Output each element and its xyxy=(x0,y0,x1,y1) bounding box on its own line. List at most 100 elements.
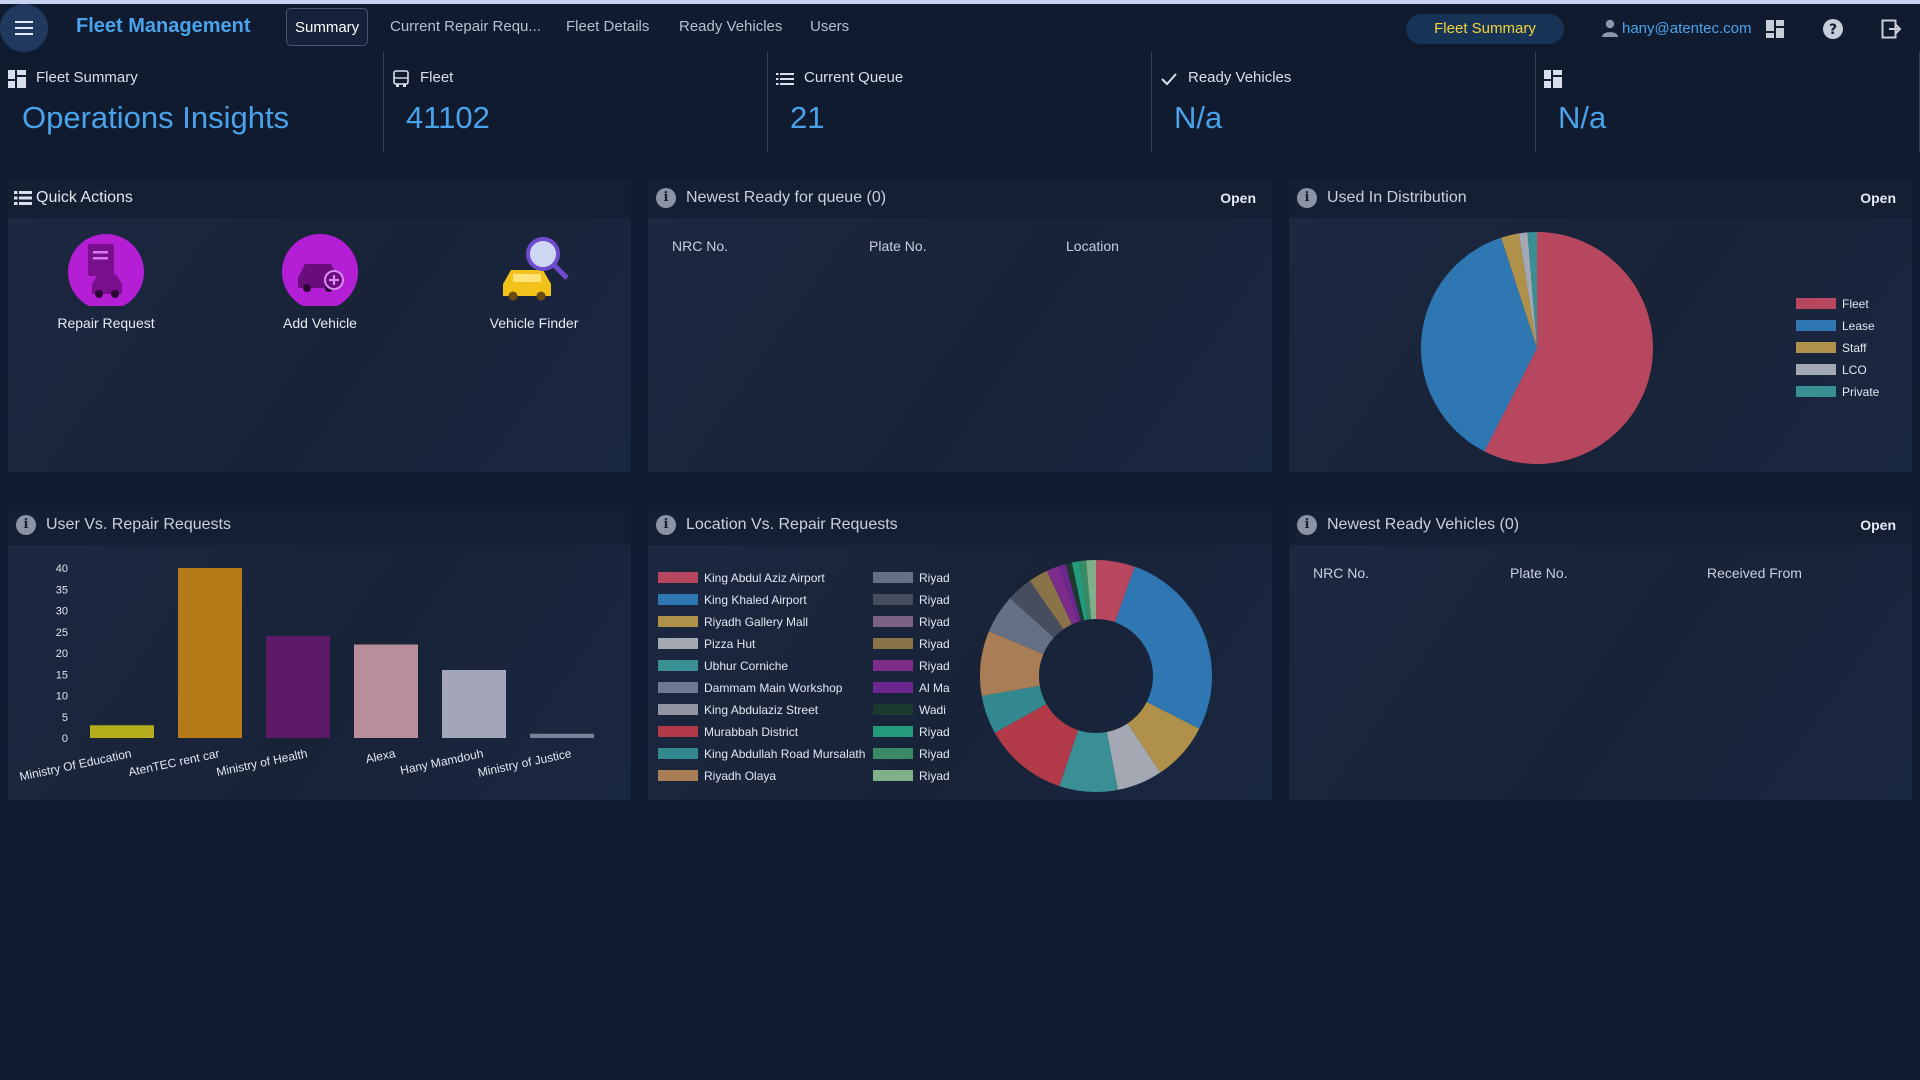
stat-label: Current Queue xyxy=(804,69,904,86)
pie-slice[interactable] xyxy=(1010,580,1064,638)
tab-summary[interactable]: Summary xyxy=(286,8,369,46)
repair-request-action[interactable]: Repair Request xyxy=(46,234,166,331)
pie-slice[interactable] xyxy=(1046,566,1078,625)
add-vehicle-icon xyxy=(282,234,358,310)
bar[interactable] xyxy=(530,733,594,738)
fleet-summary-button[interactable]: Fleet Summary xyxy=(1406,14,1564,44)
pie-slice[interactable] xyxy=(1106,723,1161,790)
panel-title: Used In Distribution xyxy=(1327,189,1467,206)
pie-slice[interactable] xyxy=(1086,560,1096,620)
legend-label: King Khaled Airport xyxy=(704,593,807,607)
legend-swatch xyxy=(1796,298,1836,309)
legend-label: Ubhur Corniche xyxy=(704,659,788,673)
bar[interactable] xyxy=(178,568,242,738)
legend-swatch xyxy=(658,726,698,737)
stat-value: 21 xyxy=(790,100,825,135)
pie-slice[interactable] xyxy=(1421,237,1537,452)
user-icon xyxy=(1602,19,1618,37)
newest-ready-queue-panel: i Newest Ready for queue (0) Open NRC No… xyxy=(648,178,1272,472)
open-link[interactable]: Open xyxy=(1860,190,1896,206)
add-vehicle-action[interactable]: Add Vehicle xyxy=(260,234,380,331)
legend-swatch xyxy=(873,638,913,649)
info-icon: i xyxy=(656,188,676,208)
panel-header: i Newest Ready for queue (0) Open xyxy=(648,178,1272,218)
stat-value: 41102 xyxy=(406,100,490,135)
bar[interactable] xyxy=(442,670,506,738)
dashboard-icon[interactable] xyxy=(1764,18,1786,40)
legend-label: Al Ma xyxy=(919,681,950,695)
newest-ready-vehicles-panel: i Newest Ready Vehicles (0) Open NRC No.… xyxy=(1289,505,1912,800)
used-in-distribution-chart: Fleet Lease Staff LCO Private xyxy=(1421,232,1880,464)
used-in-distribution-panel: i Used In Distribution Open Fleet Lease St… xyxy=(1289,178,1912,472)
legend-label: Riyad xyxy=(919,637,950,651)
pie-slice[interactable] xyxy=(981,685,1047,733)
open-link[interactable]: Open xyxy=(1220,190,1256,206)
x-tick-label: AtenTEC rent car xyxy=(127,746,221,779)
tab-ready-vehicles[interactable]: Ready Vehicles xyxy=(679,18,783,35)
pie-slice[interactable] xyxy=(994,703,1079,787)
stat-value: Operations Insights xyxy=(22,100,290,135)
pie-slice[interactable] xyxy=(1501,233,1537,348)
pie-slice[interactable] xyxy=(1484,232,1653,464)
legend-swatch xyxy=(873,594,913,605)
bar[interactable] xyxy=(90,725,154,738)
pie-slice[interactable] xyxy=(1071,561,1088,621)
panel-title: Newest Ready Vehicles (0) xyxy=(1327,516,1520,533)
action-label: Add Vehicle xyxy=(283,315,357,331)
legend-swatch xyxy=(658,616,698,627)
y-tick-label: 0 xyxy=(62,733,68,745)
vehicle-finder-action[interactable]: Vehicle Finder xyxy=(474,234,594,331)
menu-button[interactable] xyxy=(0,4,48,52)
legend-label: Murabbah District xyxy=(704,725,799,739)
y-tick-label: 30 xyxy=(56,606,68,618)
help-icon[interactable]: ? xyxy=(1822,18,1844,40)
repair-request-icon xyxy=(68,234,144,310)
info-icon: i xyxy=(16,515,36,535)
pie-slice[interactable] xyxy=(1079,560,1092,620)
panel-header: i User Vs. Repair Requests xyxy=(8,505,631,545)
legend-label: Pizza Hut xyxy=(704,637,756,651)
column-header: Plate No. xyxy=(869,238,927,254)
legend-label: Riyadh Gallery Mall xyxy=(704,615,808,629)
logout-icon[interactable] xyxy=(1880,18,1902,40)
tab-current-repair-requests[interactable]: Current Repair Requ... xyxy=(390,18,541,35)
pie-slice[interactable] xyxy=(980,631,1044,696)
legend-swatch xyxy=(873,704,913,715)
pie-slice[interactable] xyxy=(1029,570,1072,630)
pie-slice[interactable] xyxy=(1527,232,1537,348)
user-account-link[interactable]: hany@atentec.com xyxy=(1600,18,1751,38)
pie-slice[interactable] xyxy=(1518,232,1537,348)
legend-swatch xyxy=(873,682,913,693)
pie-slice[interactable] xyxy=(1115,566,1212,729)
legend-label: Riyad xyxy=(919,571,950,585)
tab-fleet-details[interactable]: Fleet Details xyxy=(566,18,650,35)
pie-slice[interactable] xyxy=(1065,562,1085,622)
legend-label: Riyadh Olaya xyxy=(704,769,776,783)
open-link[interactable]: Open xyxy=(1860,517,1896,533)
legend-label: Riyad xyxy=(919,725,950,739)
legend-swatch xyxy=(658,770,698,781)
bar[interactable] xyxy=(266,636,330,738)
column-header: NRC No. xyxy=(672,238,729,254)
pie-slice[interactable] xyxy=(1096,560,1135,623)
pie-slice[interactable] xyxy=(1059,564,1081,622)
tab-users[interactable]: Users xyxy=(810,18,850,35)
action-label: Repair Request xyxy=(57,315,155,331)
user-email: hany@atentec.com xyxy=(1622,19,1752,37)
info-icon: i xyxy=(656,515,676,535)
pie-slice[interactable] xyxy=(1127,701,1200,773)
column-header: NRC No. xyxy=(1313,565,1370,581)
pie-slice[interactable] xyxy=(1059,730,1118,792)
x-tick-label: Ministry of Justice xyxy=(476,746,573,780)
panel-header: i Newest Ready Vehicles (0) Open xyxy=(1289,505,1912,545)
x-tick-label: Alexa xyxy=(364,746,397,766)
panel-title: User Vs. Repair Requests xyxy=(46,516,231,533)
list-icon xyxy=(776,73,794,85)
legend-label: Riyad xyxy=(919,747,950,761)
legend-swatch xyxy=(873,748,913,759)
app-title: Fleet Management xyxy=(76,15,251,37)
bar[interactable] xyxy=(354,644,418,739)
stat-label: Fleet xyxy=(420,69,454,86)
pie-slice[interactable] xyxy=(988,598,1054,655)
legend-swatch xyxy=(873,726,913,737)
